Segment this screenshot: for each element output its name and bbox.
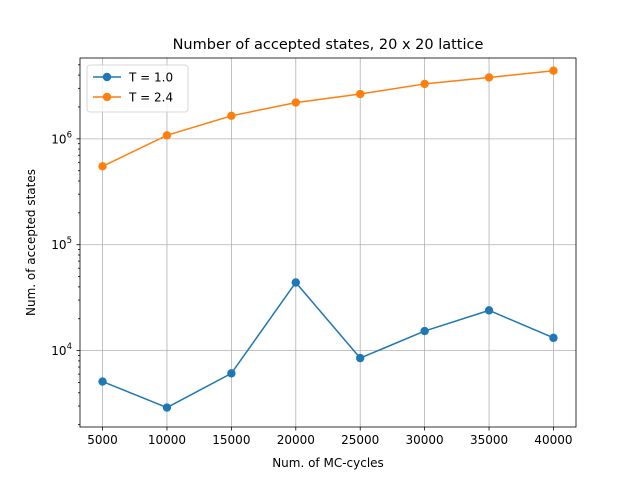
- legend-label: T = 1.0: [128, 71, 173, 85]
- data-point: [162, 131, 172, 140]
- data-point: [420, 79, 429, 89]
- legend-marker: [102, 72, 112, 82]
- x-tick-label: 40000: [534, 433, 572, 447]
- x-tick-label: 15000: [212, 433, 250, 447]
- series-2: [98, 66, 558, 171]
- plot-frame: [79, 57, 577, 428]
- legend-item: T = 1.0: [93, 71, 173, 85]
- legend-item: T = 2.4: [93, 91, 173, 105]
- x-tick-label: 5000: [87, 433, 118, 447]
- legend-marker: [102, 92, 112, 102]
- data-point: [549, 66, 558, 75]
- x-tick-label: 20000: [277, 433, 315, 447]
- data-point: [227, 369, 236, 378]
- data-point: [98, 377, 107, 386]
- series-line: [102, 281, 554, 409]
- data-point: [356, 353, 365, 363]
- data-point: [291, 278, 300, 287]
- series-layer: [98, 66, 558, 412]
- x-tick-label: 10000: [148, 433, 186, 447]
- data-point: [420, 326, 429, 336]
- y-axis-label: Num. of accepted states: [24, 169, 38, 316]
- data-point: [356, 89, 365, 99]
- x-tick-label: 30000: [406, 433, 444, 447]
- y-tick-label: 105: [51, 236, 72, 252]
- x-axis-label: Num. of MC-cycles: [272, 456, 384, 470]
- data-point: [162, 403, 172, 412]
- x-tick-label: 35000: [470, 433, 508, 447]
- y-axis: 104 105 106: [51, 64, 80, 426]
- x-tick-label: 25000: [341, 433, 379, 447]
- data-point: [549, 333, 558, 343]
- y-tick-label: 106: [51, 130, 72, 146]
- data-point: [98, 162, 107, 171]
- legend-label: T = 2.4: [128, 91, 173, 105]
- chart-title: Number of accepted states, 20 x 20 latti…: [173, 37, 484, 53]
- data-point: [484, 306, 494, 315]
- data-point: [291, 98, 300, 107]
- legend: T = 1.0 T = 2.4: [86, 64, 189, 113]
- y-tick-label: 104: [51, 342, 72, 358]
- series-1: [98, 278, 558, 412]
- series-line: [102, 69, 554, 168]
- data-point: [227, 111, 236, 121]
- x-axis: 5000 10000 15000 20000 25000 30000 35000 40000: [87, 427, 573, 447]
- data-point: [484, 73, 494, 82]
